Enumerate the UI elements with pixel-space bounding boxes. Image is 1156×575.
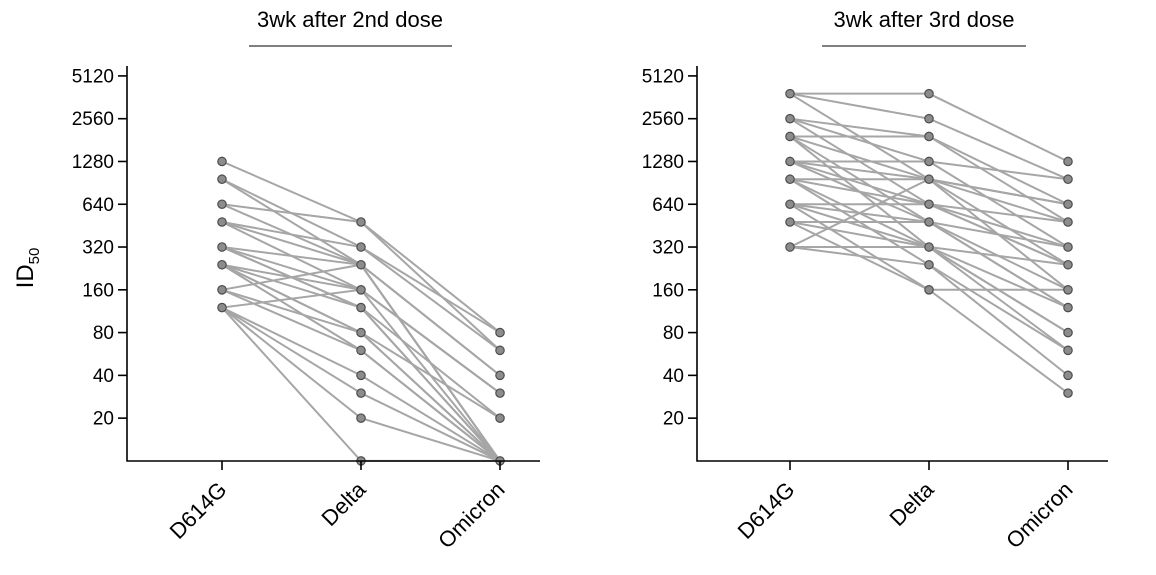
data-point [1063, 388, 1073, 398]
data-point [924, 88, 934, 99]
data-point [1063, 259, 1073, 270]
data-point [1063, 174, 1073, 185]
y-tick-label: 80 [93, 323, 114, 344]
data-point [785, 131, 795, 142]
data-point [356, 327, 366, 338]
data-point [495, 345, 505, 356]
data-point [1063, 217, 1073, 227]
axes [696, 66, 1108, 462]
data-point [785, 174, 795, 185]
data-point [217, 156, 227, 167]
y-tick-label: 5120 [72, 66, 114, 87]
panel-title: 3wk after 3rd dose [834, 7, 1015, 32]
y-tick-label: 640 [652, 195, 684, 216]
data-points [785, 88, 1073, 398]
data-point [356, 259, 366, 270]
category-label: Delta [317, 476, 372, 531]
data-point [356, 217, 366, 227]
y-tick-label: 320 [82, 238, 114, 259]
y-axis-ticks: 20 40 80 160 320 640 1280 2560 5120 [72, 66, 127, 430]
panel-title: 3wk after 2nd dose [257, 7, 443, 32]
data-point [924, 113, 934, 124]
y-tick-label: 5120 [642, 66, 684, 87]
panel-2nd-dose: 3wk after 2nd dose 20 40 80 160 320 640 1280 25… [72, 7, 540, 553]
data-point [785, 242, 795, 252]
y-tick-label: 20 [663, 409, 684, 430]
data-point [785, 156, 795, 167]
y-tick-label: 80 [663, 323, 684, 344]
data-point [1063, 370, 1073, 381]
data-point [217, 285, 227, 295]
y-tick-label: 40 [663, 366, 684, 387]
data-point [1063, 199, 1073, 210]
data-point [217, 199, 227, 210]
data-point [356, 285, 366, 295]
data-point [1063, 156, 1073, 167]
y-tick-label: 40 [93, 366, 114, 387]
data-point [1063, 285, 1073, 295]
data-point [495, 413, 505, 423]
y-tick-label: 1280 [642, 152, 684, 173]
data-point [356, 242, 366, 252]
y-axis-ticks: 20 40 80 160 320 640 1280 2560 5120 [642, 66, 697, 430]
data-point [924, 131, 934, 142]
data-point [924, 156, 934, 167]
category-label: Omicron [1001, 477, 1077, 553]
y-tick-label: 2560 [72, 109, 114, 130]
category-label: Omicron [433, 477, 509, 553]
y-axis-label-subscript: 50 [26, 248, 43, 265]
data-point [924, 217, 934, 227]
y-tick-label: 320 [652, 238, 684, 259]
data-point [924, 259, 934, 270]
data-point [924, 199, 934, 210]
y-tick-label: 160 [82, 280, 114, 301]
data-point [217, 217, 227, 227]
data-point [785, 199, 795, 210]
data-point [356, 370, 366, 381]
data-points [217, 156, 505, 466]
axes [126, 66, 540, 462]
category-labels: D614G Delta Omicron [165, 461, 510, 553]
category-labels: D614G Delta Omicron [733, 461, 1078, 553]
subject-line [790, 92, 1069, 163]
data-point [1063, 345, 1073, 356]
data-point [217, 242, 227, 252]
data-point [495, 370, 505, 381]
y-tick-label: 1280 [72, 152, 114, 173]
data-point [924, 174, 934, 185]
data-point [1063, 242, 1073, 252]
data-point [785, 88, 795, 99]
y-tick-label: 2560 [642, 109, 684, 130]
y-tick-label: 640 [82, 195, 114, 216]
data-point [356, 388, 366, 398]
category-label: D614G [733, 477, 800, 544]
data-point [495, 388, 505, 398]
data-point [785, 113, 795, 124]
y-tick-label: 20 [93, 409, 114, 430]
data-point [785, 217, 795, 227]
data-point [217, 259, 227, 270]
data-point [495, 327, 505, 338]
panel-3rd-dose: 3wk after 3rd dose 20 40 80 160 320 640 1280 25… [642, 7, 1108, 553]
data-point [217, 174, 227, 185]
data-point [356, 345, 366, 356]
y-axis-label-main: ID [12, 264, 39, 288]
data-point [217, 302, 227, 313]
data-point [1063, 302, 1073, 313]
data-point [356, 302, 366, 313]
category-label: D614G [165, 477, 232, 544]
data-point [356, 413, 366, 423]
data-point [924, 242, 934, 252]
y-axis-label: ID50 [12, 248, 43, 289]
data-point [924, 285, 934, 295]
data-point [1063, 327, 1073, 338]
category-label: Delta [885, 476, 940, 531]
y-tick-label: 160 [652, 280, 684, 301]
